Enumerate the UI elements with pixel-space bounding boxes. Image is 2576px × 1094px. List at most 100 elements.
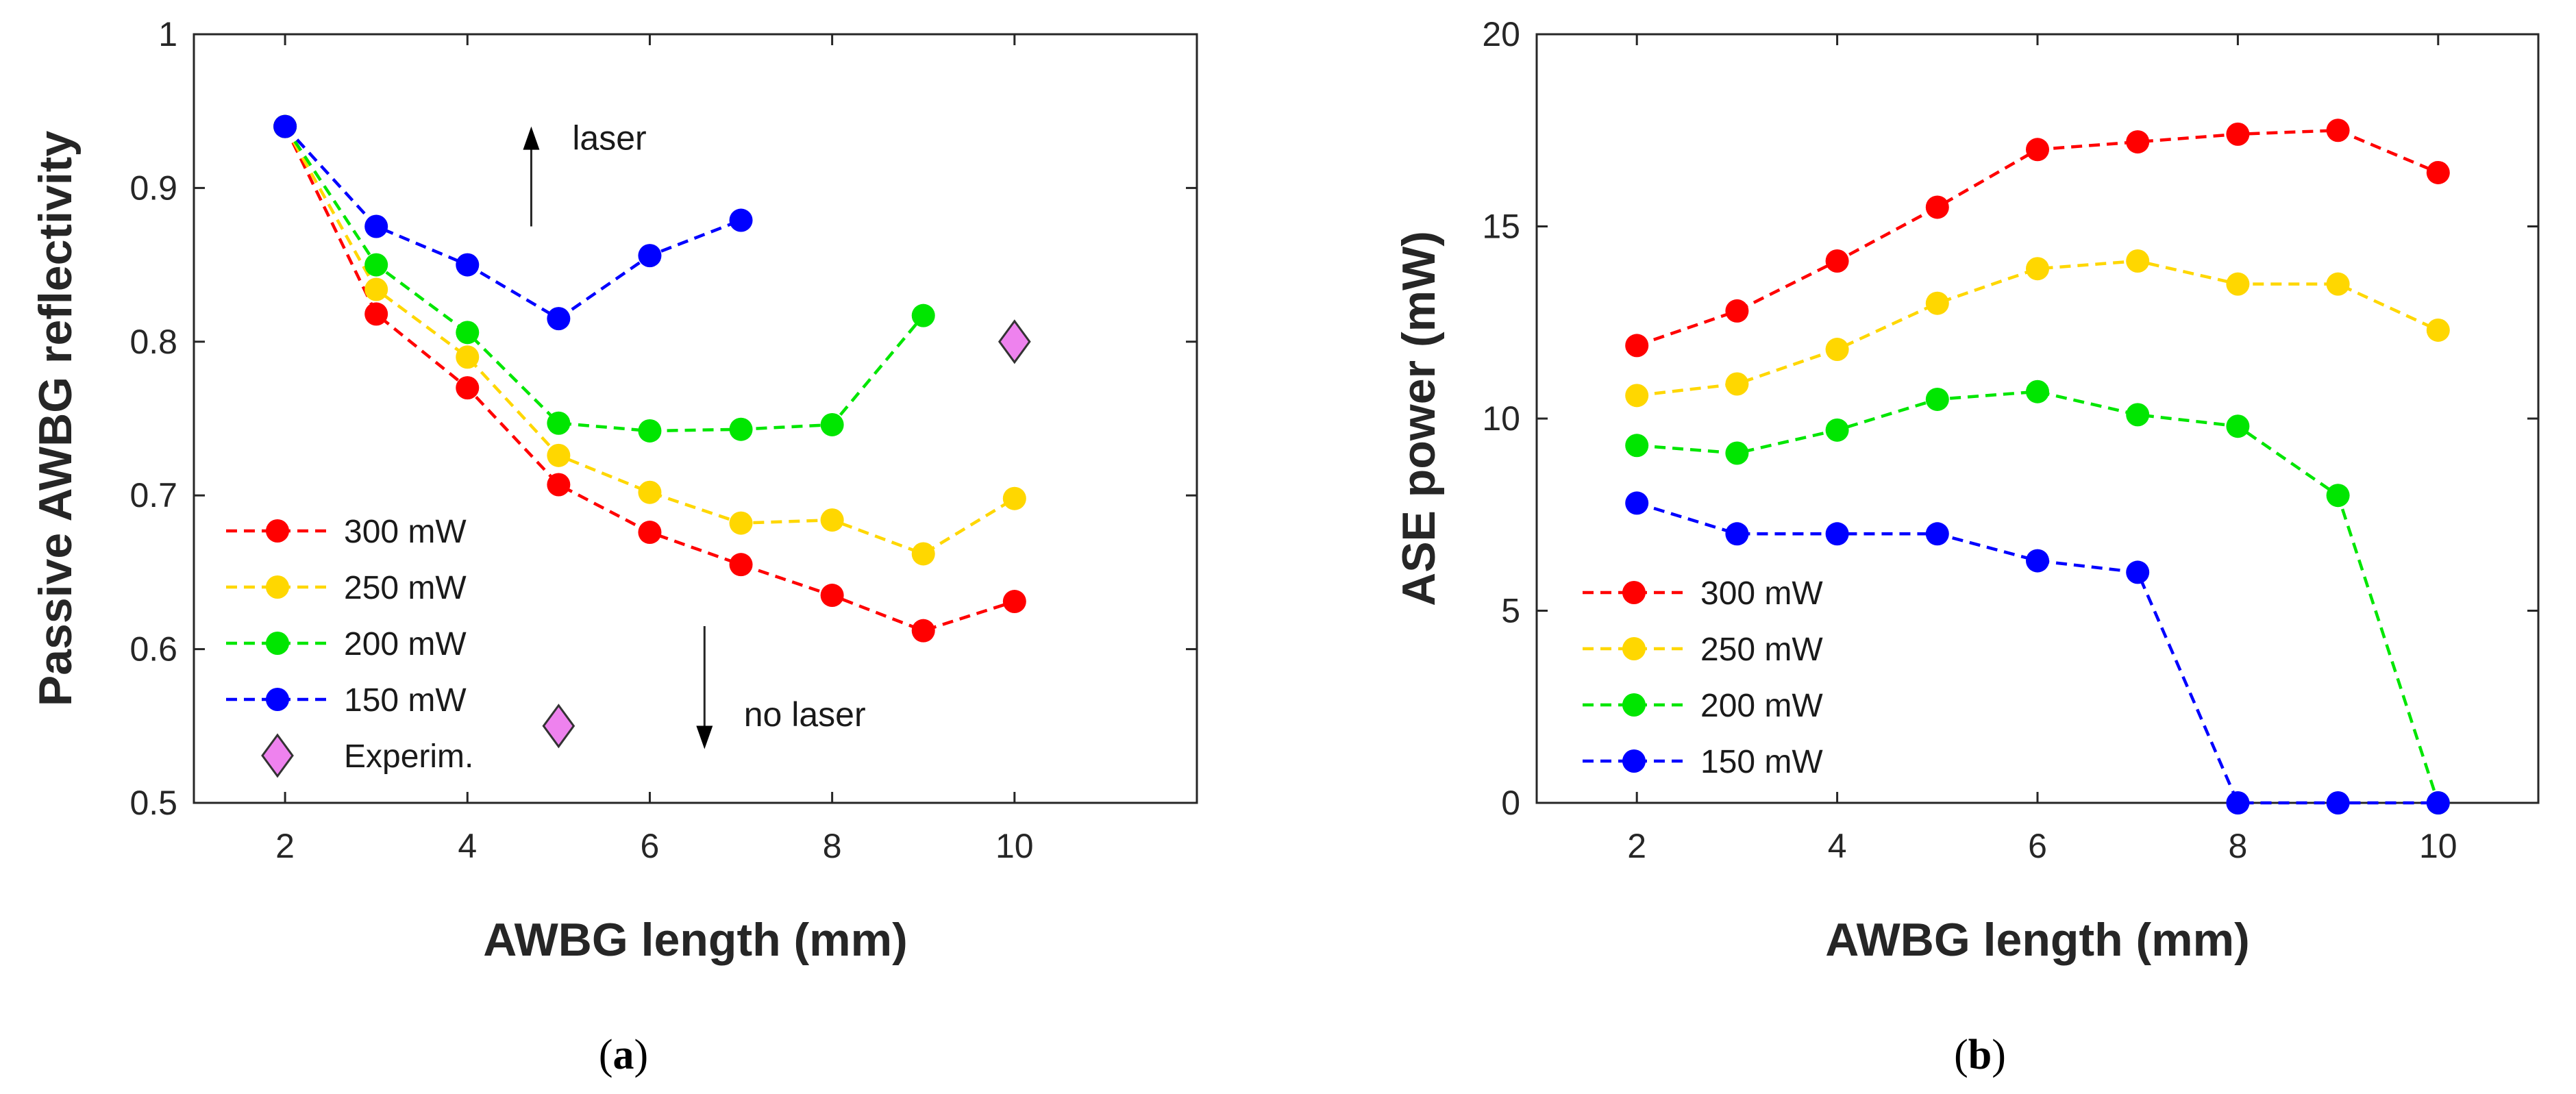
a-data-point (364, 302, 388, 326)
b-ytick-label: 20 (1482, 15, 1520, 53)
b-data-point (2126, 403, 2150, 427)
a-xtick-label: 4 (458, 827, 477, 865)
b-data-point (2326, 484, 2350, 508)
a-data-point (547, 411, 571, 435)
b-ytick-label: 10 (1482, 399, 1520, 438)
b-data-point (2426, 791, 2450, 815)
b-data-point (1925, 195, 1949, 219)
b-data-point (2426, 318, 2450, 342)
a-data-point (820, 584, 844, 608)
no-laser-arrowhead-icon (696, 725, 713, 749)
panel-a-y-axis-label: Passive AWBG reflectivity (29, 131, 82, 706)
a-series-line-250mw (284, 125, 1015, 556)
laser-arrowhead-icon (523, 126, 540, 150)
panel-a-x-axis-label: AWBG length (mm) (483, 914, 908, 966)
a-data-point (820, 508, 844, 532)
a-legend-label: 250 mW (344, 570, 467, 606)
panel-b-series (1625, 119, 2450, 815)
a-legend-marker (266, 519, 289, 543)
panel-b-y-axis-label: ASE power (mW) (1393, 231, 1445, 606)
a-data-point (820, 412, 844, 436)
a-xtick-label: 6 (641, 827, 660, 865)
panel-b-y-ticks: 0 5 10 15 20 (1482, 15, 2538, 822)
b-data-point (1725, 441, 1749, 465)
panel-a-legend: 300 mW 250 mW 200 mW 150 mW Experim. (226, 514, 473, 778)
b-data-point (1625, 491, 1649, 515)
b-data-point (1925, 387, 1949, 411)
a-data-point (1002, 486, 1026, 510)
b-data-point (1625, 334, 1649, 358)
b-legend-label: 200 mW (1700, 688, 1823, 724)
b-data-point (1725, 299, 1749, 323)
laser-annotation: laser (572, 119, 646, 157)
a-series-line-150mw (284, 125, 742, 321)
a-legend-marker (266, 632, 289, 655)
panel-a-plot-area (193, 33, 1198, 804)
panel-a-reflectivity-chart: 0.5 0.6 0.7 0.8 0.9 1 2 4 6 8 10 laser no laser 3… (29, 15, 1198, 1078)
b-data-point (2026, 549, 2049, 573)
a-data-point (1002, 590, 1026, 614)
a-experimental-diamond (998, 319, 1031, 364)
b-xtick-label: 4 (1828, 827, 1847, 865)
a-data-point (638, 244, 662, 268)
b-data-point (2326, 791, 2350, 815)
a-data-point (456, 253, 480, 277)
b-data-point (2226, 272, 2250, 296)
b-data-point (2026, 380, 2049, 403)
a-ytick-label: 0.5 (129, 784, 177, 822)
b-legend-label: 250 mW (1700, 632, 1823, 668)
b-legend-marker (1622, 749, 1646, 773)
b-data-point (1825, 249, 1849, 273)
a-ytick-label: 0.8 (129, 323, 177, 361)
a-series-line-200mw (284, 125, 925, 433)
a-data-point (729, 208, 753, 232)
b-data-point (2126, 249, 2150, 273)
b-series-line-200mw (1637, 390, 2440, 804)
b-data-point (1825, 418, 1849, 442)
b-data-point (1625, 384, 1649, 408)
b-series-line-150mw (1636, 501, 2438, 805)
b-data-point (2326, 272, 2350, 296)
b-data-point (2226, 414, 2250, 438)
a-data-point (638, 521, 662, 545)
a-data-point (364, 253, 388, 277)
a-ytick-label: 1 (158, 15, 177, 53)
b-data-point (1925, 522, 1949, 546)
b-data-point (1825, 522, 1849, 546)
b-xtick-label: 8 (2228, 827, 2247, 865)
a-legend-marker (266, 688, 289, 711)
b-data-point (2426, 160, 2450, 184)
a-xtick-label: 10 (995, 827, 1034, 865)
b-data-point (1825, 338, 1849, 362)
b-legend-label: 150 mW (1700, 744, 1823, 780)
a-data-point (364, 277, 388, 301)
b-data-point (2026, 138, 2049, 162)
panel-a-y-ticks: 0.5 0.6 0.7 0.8 0.9 1 (129, 15, 1197, 822)
a-data-point (547, 443, 571, 467)
a-series-line-300mw (284, 125, 1015, 633)
a-data-point (729, 553, 753, 577)
a-ytick-label: 0.7 (129, 476, 177, 514)
panel-a-caption: (a) (599, 1032, 648, 1078)
a-data-point (729, 417, 753, 441)
b-data-point (2226, 791, 2250, 815)
b-data-point (1925, 291, 1949, 315)
b-data-point (1725, 372, 1749, 396)
b-data-point (2026, 257, 2049, 281)
b-ytick-label: 5 (1501, 592, 1520, 630)
a-data-point (547, 307, 571, 331)
a-legend-diamond-icon (261, 733, 294, 778)
b-ytick-label: 0 (1501, 784, 1520, 822)
a-data-point (456, 376, 480, 400)
panel-a-annotations: laser no laser (523, 119, 866, 749)
panel-a-caption-letter: a (613, 1032, 634, 1078)
b-data-point (2226, 122, 2250, 146)
a-data-point (547, 473, 571, 497)
a-data-point (456, 345, 480, 369)
panel-a-experimental-points (542, 319, 1031, 749)
a-data-point (729, 511, 753, 535)
a-data-point (911, 303, 935, 327)
b-xtick-label: 2 (1627, 827, 1646, 865)
panel-b-x-ticks: 2 4 6 8 10 (1627, 34, 2457, 865)
